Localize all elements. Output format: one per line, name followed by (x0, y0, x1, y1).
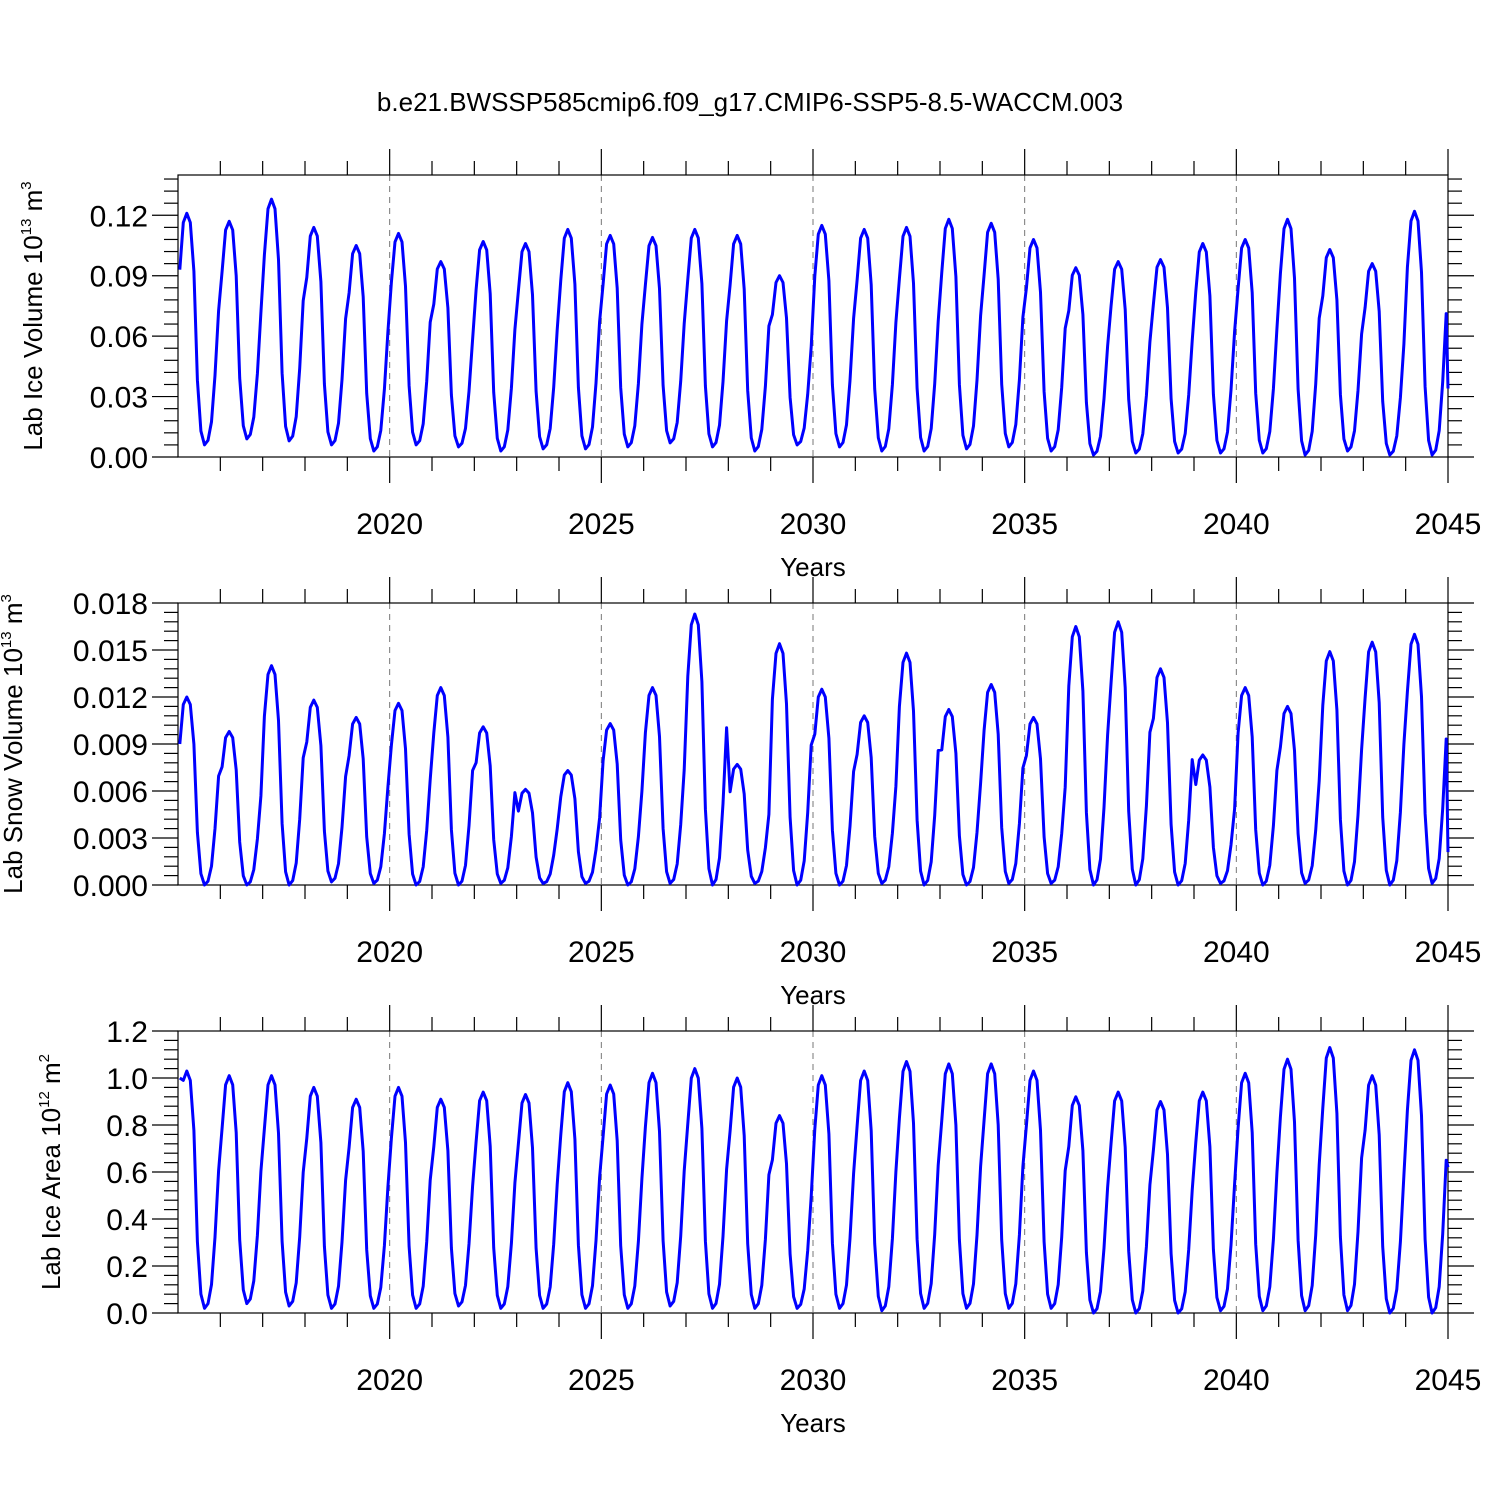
y-tick-label: 0.06 (90, 321, 148, 354)
x-tick-label: 2020 (356, 936, 423, 969)
x-tick-label: 2025 (568, 936, 635, 969)
x-tick-label: 2040 (1203, 1364, 1270, 1397)
y-tick-label: 0.000 (73, 870, 148, 903)
x-tick-label: 2030 (780, 508, 847, 541)
y-axis-title: Lab Ice Area 1012 m2 (36, 1054, 66, 1290)
y-tick-label: 0.0 (106, 1298, 148, 1331)
x-tick-label: 2025 (568, 508, 635, 541)
y-tick-label: 0.00 (90, 442, 148, 475)
y-tick-label: 0.006 (73, 776, 148, 809)
y-tick-label: 1.0 (106, 1063, 148, 1096)
x-tick-label: 2040 (1203, 936, 1270, 969)
series-line-lab-ice-area (178, 1046, 1450, 1315)
y-tick-label: 0.009 (73, 729, 148, 762)
y-tick-label: 0.4 (106, 1204, 148, 1237)
y-axis-title: Lab Snow Volume 1013 m3 (0, 594, 28, 894)
x-tick-label: 2045 (1415, 1364, 1482, 1397)
panel-lab-ice-volume: 2020 2025 2030 2035 2040 2045Years0.000.030.0… (18, 149, 1481, 582)
y-tick-label: 0.8 (106, 1110, 148, 1143)
panel-lab-snow-volume: 2020 2025 2030 2035 2040 2045Years0.0000.0030… (0, 577, 1481, 1010)
x-tick-label: 2035 (991, 508, 1058, 541)
y-tick-label: 0.09 (90, 261, 148, 294)
x-tick-label: 2030 (780, 1364, 847, 1397)
x-tick-label: 2020 (356, 1364, 423, 1397)
x-tick-label: 2045 (1415, 936, 1482, 969)
y-tick-label: 1.2 (106, 1016, 148, 1049)
x-tick-label: 2035 (991, 1364, 1058, 1397)
x-tick-label: 2030 (780, 936, 847, 969)
x-tick-label: 2040 (1203, 508, 1270, 541)
y-tick-label: 0.2 (106, 1251, 148, 1284)
x-tick-label: 2045 (1415, 508, 1482, 541)
chart-panels: 2020 2025 2030 2035 2040 2045 Years 0.00 0.03 0.0… (0, 149, 1481, 1438)
x-tick-label: 2025 (568, 1364, 635, 1397)
y-tick-label: 0.6 (106, 1157, 148, 1190)
x-axis-title: Years (780, 1408, 846, 1438)
y-axis-title: Lab Ice Volume 1013 m3 (18, 181, 48, 450)
y-tick-label: 0.03 (90, 382, 148, 415)
y-tick-label: 0.003 (73, 823, 148, 856)
series-line-lab-snow-volume (178, 612, 1450, 887)
y-tick-label: 0.12 (90, 200, 148, 233)
series-line-lab-ice-volume (178, 197, 1450, 457)
page-title: b.e21.BWSSP585cmip6.f09_g17.CMIP6-SSP5-8… (377, 87, 1123, 117)
y-tick-label: 0.012 (73, 682, 148, 715)
panel-lab-ice-area: 2020 2025 2030 2035 2040 2045 Years 0.0 0.2 0.4 0.… (36, 1005, 1481, 1438)
x-tick-label: 2035 (991, 936, 1058, 969)
x-tick-label: 2020 (356, 508, 423, 541)
y-tick-label: 0.018 (73, 588, 148, 621)
y-tick-label: 0.015 (73, 635, 148, 668)
